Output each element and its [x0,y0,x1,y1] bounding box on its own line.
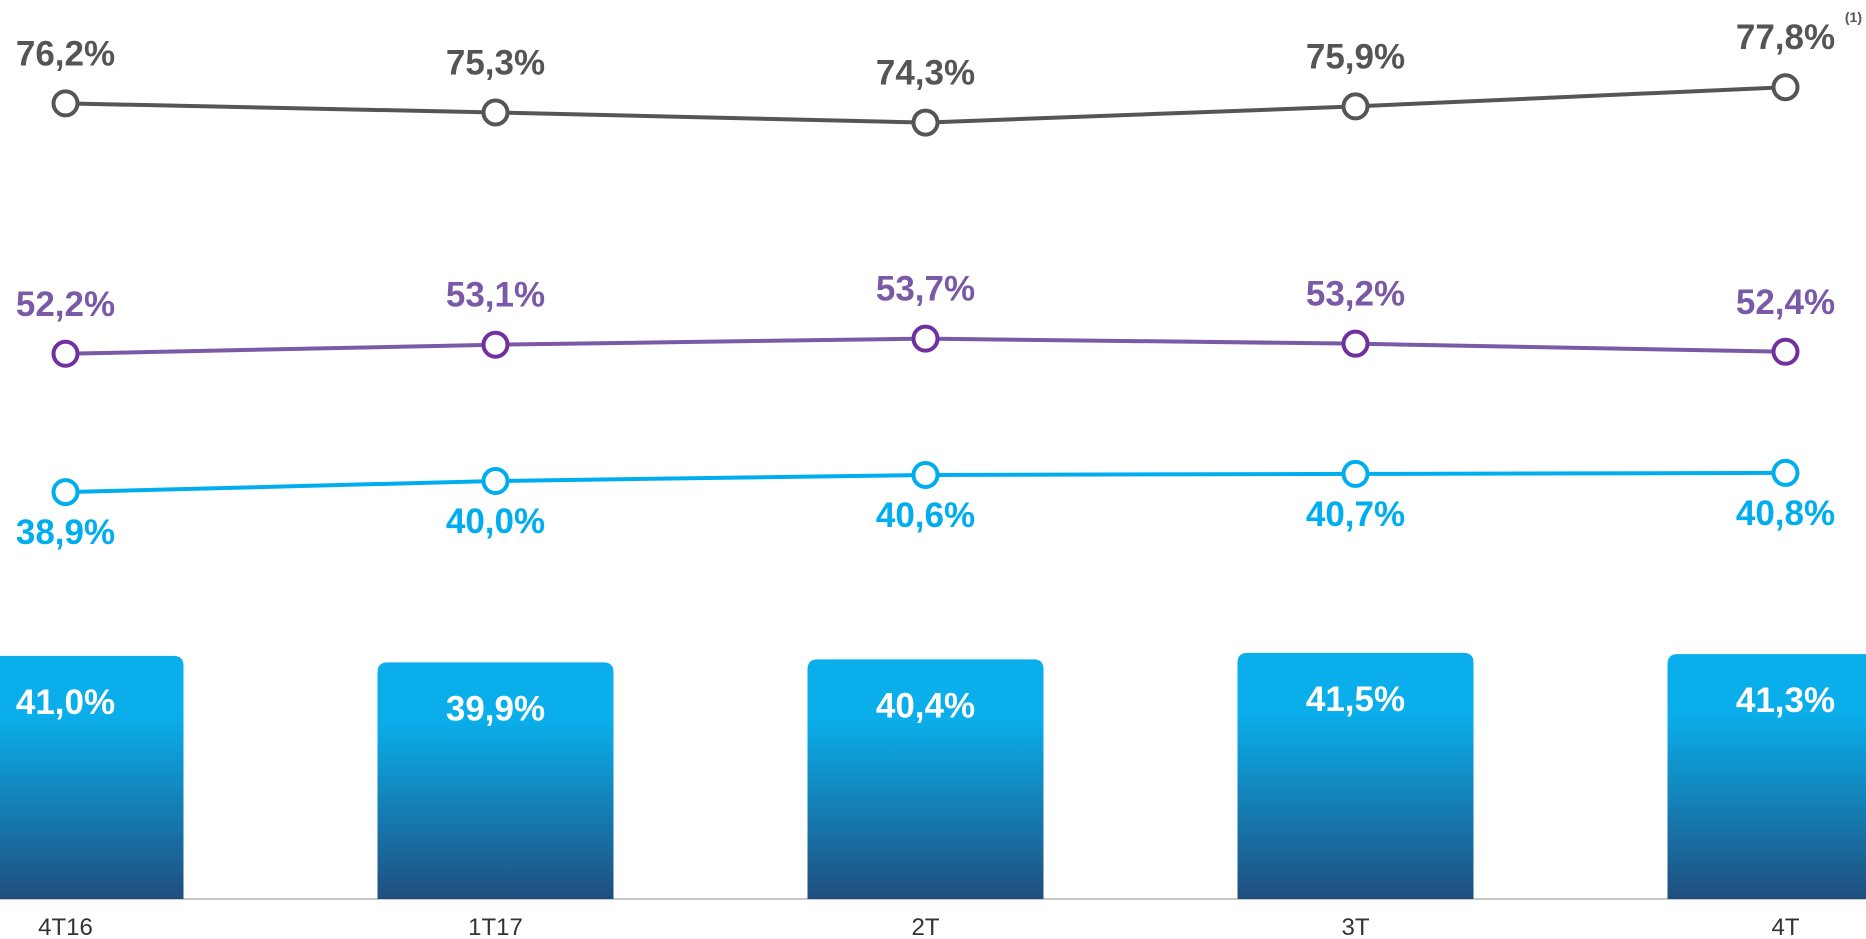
point-label: 40,0% [446,502,545,541]
point [481,330,510,359]
point-label: 77,8% [1736,18,1835,57]
point [51,478,80,507]
point [1771,337,1800,366]
bar-label: 41,3% [1736,681,1835,720]
point-label: 53,7% [876,270,975,309]
point [1771,458,1800,487]
point-label: 40,6% [876,496,975,535]
point-label: 75,9% [1306,37,1405,76]
x-tick-label: 4T16 [38,914,93,939]
x-tick-label: 1T17 [468,914,523,939]
point [51,89,80,118]
point-label: 74,3% [876,54,975,93]
point-label: 52,2% [16,285,115,324]
point-label: 53,2% [1306,275,1405,314]
point [481,467,510,495]
point-label: 75,3% [446,43,545,82]
point-label: 52,4% [1736,283,1835,322]
bar [1237,652,1474,899]
annotation: (1) [1845,9,1862,25]
point [911,460,940,489]
point-label: 76,2% [16,34,115,73]
point [1771,73,1800,102]
bar-label: 41,0% [16,683,115,722]
x-tick-label: 4T [1771,914,1799,939]
bar-label: 40,4% [876,686,975,725]
bar-label: 39,9% [446,689,545,728]
point [1341,459,1370,488]
point-label: 38,9% [16,513,115,552]
point [481,98,510,127]
x-tick-label: 3T [1341,914,1369,939]
bar [1667,654,1866,899]
point [911,324,940,353]
point [1341,92,1370,121]
x-tick-label: 2T [911,914,939,939]
bar-label: 41,5% [1306,680,1405,719]
point-label: 53,1% [446,276,545,315]
bar [0,655,184,899]
point-label: 40,8% [1736,494,1835,533]
bar [377,662,614,899]
bar [807,659,1044,899]
point [51,339,80,368]
point-label: 40,7% [1306,495,1405,534]
point [911,108,940,137]
point [1341,329,1370,358]
